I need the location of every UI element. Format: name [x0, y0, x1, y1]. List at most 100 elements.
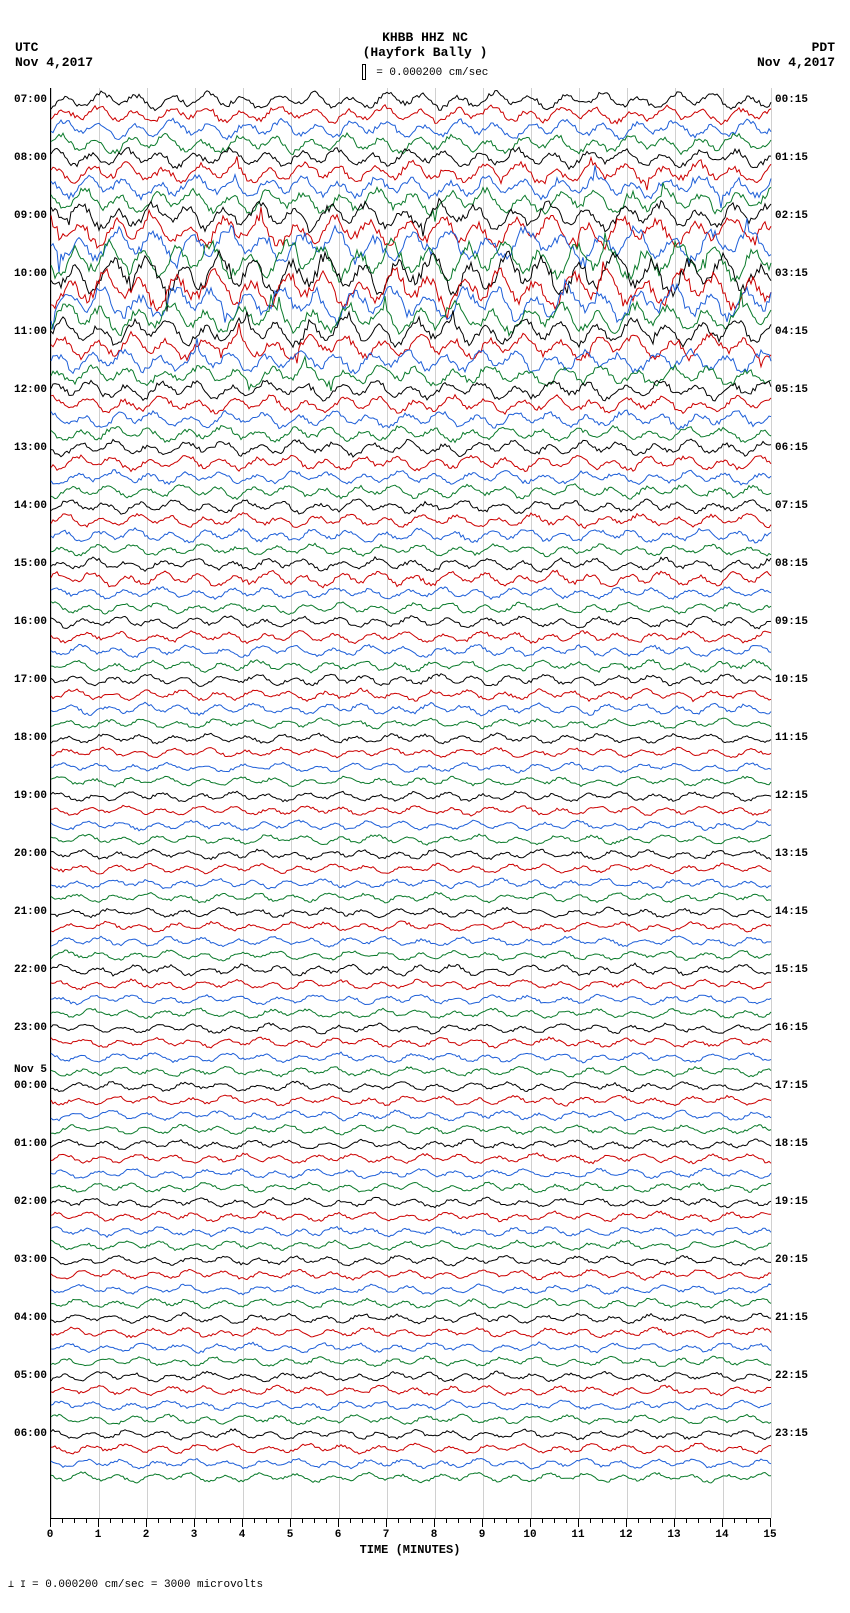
gridline: [771, 88, 772, 1518]
pdt-hour-label: 04:15: [775, 326, 808, 338]
utc-hour-label: 23:00: [14, 1022, 47, 1034]
seismic-trace: [51, 905, 771, 920]
x-tick-minor: [230, 1519, 231, 1523]
x-tick-minor: [494, 1519, 495, 1523]
utc-hour-label: 15:00: [14, 558, 47, 570]
pdt-hour-label: 23:15: [775, 1428, 808, 1440]
seismic-trace: [51, 1340, 771, 1355]
seismic-trace: [51, 1311, 771, 1326]
seismic-trace: [51, 745, 771, 760]
x-tick-minor: [182, 1519, 183, 1523]
utc-hour-label: 08:00: [14, 152, 47, 164]
x-tick: [578, 1519, 579, 1527]
x-tick-label: 9: [479, 1529, 486, 1541]
x-tick-minor: [362, 1519, 363, 1523]
x-tick-minor: [542, 1519, 543, 1523]
x-tick-minor: [446, 1519, 447, 1523]
seismic-trace: [51, 1253, 771, 1268]
x-tick: [482, 1519, 483, 1527]
x-tick-label: 12: [619, 1529, 632, 1541]
x-tick-minor: [326, 1519, 327, 1523]
x-tick-minor: [746, 1519, 747, 1523]
seismic-trace: [51, 1180, 771, 1195]
seismic-trace: [51, 1456, 771, 1471]
utc-hour-label: 07:00: [14, 94, 47, 106]
day-marker: Nov 5: [14, 1064, 47, 1076]
x-tick-label: 5: [287, 1529, 294, 1541]
seismic-trace: [51, 1224, 771, 1239]
seismic-trace: [51, 1137, 771, 1152]
pdt-hour-label: 22:15: [775, 1370, 808, 1382]
seismic-trace: [51, 1093, 771, 1108]
x-tick-label: 1: [95, 1529, 102, 1541]
seismic-trace: [51, 760, 771, 775]
pdt-date-label: Nov 4,2017: [757, 55, 835, 70]
x-tick-minor: [638, 1519, 639, 1523]
utc-hour-label: 00:00: [14, 1080, 47, 1092]
x-tick: [338, 1519, 339, 1527]
seismic-trace: [51, 1209, 771, 1224]
x-tick-label: 11: [571, 1529, 584, 1541]
seismic-trace: [51, 1108, 771, 1123]
utc-hour-label: 19:00: [14, 790, 47, 802]
x-tick-minor: [206, 1519, 207, 1523]
seismic-trace: [51, 1035, 771, 1050]
pdt-hour-label: 02:15: [775, 210, 808, 222]
utc-hour-label: 09:00: [14, 210, 47, 222]
utc-date-label: Nov 4,2017: [15, 55, 93, 70]
seismic-trace: [51, 1122, 771, 1137]
seismic-trace: [51, 818, 771, 833]
utc-hour-label: 20:00: [14, 848, 47, 860]
x-tick-minor: [74, 1519, 75, 1523]
scale-bar-icon: [362, 64, 366, 80]
seismic-trace: [51, 876, 771, 891]
pdt-hour-label: 07:15: [775, 500, 808, 512]
x-tick-minor: [266, 1519, 267, 1523]
seismic-trace: [51, 789, 771, 804]
pdt-hour-label: 11:15: [775, 732, 808, 744]
seismic-trace: [51, 992, 771, 1007]
seismic-trace: [51, 1441, 771, 1456]
utc-hour-label: 21:00: [14, 906, 47, 918]
x-tick: [50, 1519, 51, 1527]
x-tick-minor: [710, 1519, 711, 1523]
x-tick: [770, 1519, 771, 1527]
footer-scale-bar-icon: ⊥ I: [8, 1580, 32, 1591]
seismic-trace: [51, 1050, 771, 1065]
scale-text: = 0.000200 cm/sec: [376, 67, 488, 79]
x-tick-minor: [734, 1519, 735, 1523]
utc-hour-label: 02:00: [14, 1196, 47, 1208]
x-tick-minor: [374, 1519, 375, 1523]
x-tick-minor: [518, 1519, 519, 1523]
x-tick-label: 3: [191, 1529, 198, 1541]
x-tick-minor: [134, 1519, 135, 1523]
x-tick-minor: [662, 1519, 663, 1523]
utc-hour-label: 01:00: [14, 1138, 47, 1150]
x-tick: [674, 1519, 675, 1527]
x-tick-minor: [278, 1519, 279, 1523]
x-tick-label: 15: [763, 1529, 776, 1541]
utc-tz-label: UTC: [15, 40, 38, 55]
utc-hour-label: 03:00: [14, 1254, 47, 1266]
seismic-trace: [51, 1354, 771, 1369]
pdt-hour-label: 14:15: [775, 906, 808, 918]
x-tick-minor: [614, 1519, 615, 1523]
utc-hour-label: 18:00: [14, 732, 47, 744]
pdt-hour-label: 18:15: [775, 1138, 808, 1150]
pdt-hour-label: 05:15: [775, 384, 808, 396]
pdt-hour-label: 16:15: [775, 1022, 808, 1034]
utc-hour-label: 22:00: [14, 964, 47, 976]
pdt-hour-label: 20:15: [775, 1254, 808, 1266]
x-tick: [626, 1519, 627, 1527]
seismic-trace: [51, 919, 771, 934]
utc-hour-label: 12:00: [14, 384, 47, 396]
seismogram-plot: 07:0008:0009:0010:0011:0012:0013:0014:00…: [50, 88, 771, 1519]
pdt-hour-label: 09:15: [775, 616, 808, 628]
pdt-hour-label: 10:15: [775, 674, 808, 686]
seismic-trace: [51, 1079, 771, 1094]
utc-hour-label: 10:00: [14, 268, 47, 280]
x-axis-title: TIME (MINUTES): [50, 1543, 770, 1557]
x-tick-minor: [122, 1519, 123, 1523]
x-tick: [146, 1519, 147, 1527]
pdt-hour-label: 08:15: [775, 558, 808, 570]
